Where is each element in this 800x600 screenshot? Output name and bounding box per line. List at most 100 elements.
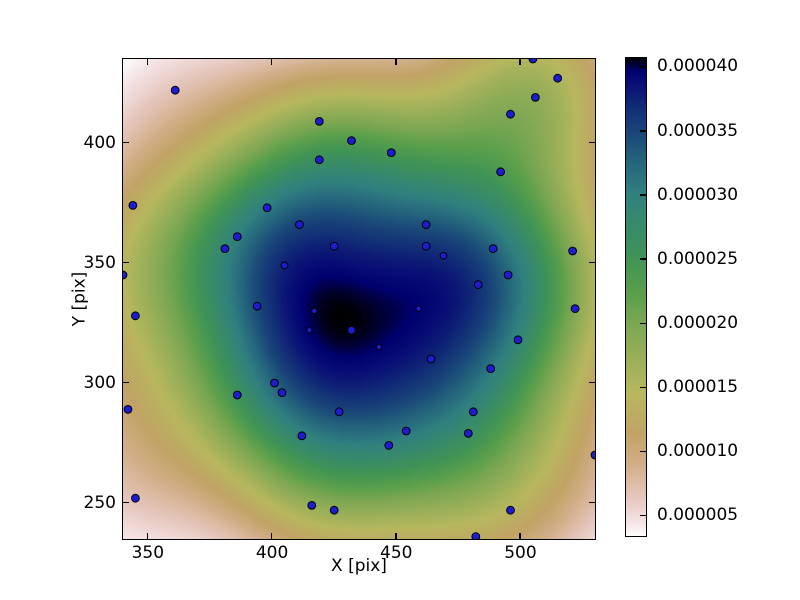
colorbar-tick-mark bbox=[640, 514, 646, 517]
colorbar-tick-label: 0.000020 bbox=[657, 312, 739, 333]
data-point bbox=[305, 326, 313, 333]
colorbar-tick-label: 0.000005 bbox=[657, 504, 739, 525]
data-point bbox=[329, 241, 339, 251]
colorbar-tick-label: 0.000030 bbox=[657, 184, 739, 205]
data-point bbox=[294, 219, 304, 229]
x-tick-label: 400 bbox=[255, 543, 289, 563]
y-tick-mark bbox=[122, 261, 129, 264]
data-point bbox=[334, 406, 344, 416]
data-point bbox=[375, 343, 382, 350]
y-tick-label: 250 bbox=[83, 492, 116, 513]
data-point bbox=[310, 307, 318, 314]
data-point bbox=[473, 279, 483, 289]
data-point bbox=[346, 325, 356, 335]
data-point bbox=[269, 378, 279, 387]
colorbar-tick-label: 0.000040 bbox=[657, 56, 739, 77]
y-tick-mark-right bbox=[588, 141, 595, 144]
data-point bbox=[130, 310, 140, 320]
data-point bbox=[383, 440, 393, 450]
data-point bbox=[414, 304, 422, 312]
data-point bbox=[485, 363, 495, 373]
y-tick-mark-right bbox=[588, 261, 595, 264]
data-point bbox=[252, 301, 262, 311]
y-tick-mark-right bbox=[588, 501, 595, 504]
data-point bbox=[122, 270, 127, 279]
data-point bbox=[386, 147, 396, 157]
colorbar-gradient bbox=[625, 57, 646, 536]
x-tick-mark bbox=[146, 532, 149, 539]
x-tick-mark-top bbox=[270, 58, 273, 65]
data-point bbox=[528, 58, 537, 63]
data-point bbox=[123, 404, 132, 414]
data-point bbox=[470, 531, 480, 539]
data-point bbox=[505, 109, 515, 119]
data-point bbox=[421, 241, 431, 251]
y-tick-mark bbox=[122, 141, 129, 144]
x-tick-mark bbox=[270, 532, 273, 539]
data-point bbox=[170, 85, 180, 95]
x-tick-mark-top bbox=[395, 58, 397, 65]
data-point bbox=[127, 200, 137, 210]
x-tick-mark bbox=[519, 532, 521, 539]
x-tick-mark-top bbox=[146, 58, 149, 65]
data-point bbox=[401, 426, 411, 435]
data-point bbox=[439, 251, 447, 260]
scatter-layer bbox=[122, 58, 595, 539]
data-point bbox=[488, 243, 498, 253]
data-point bbox=[346, 135, 356, 145]
data-point bbox=[280, 261, 288, 269]
colorbar bbox=[624, 56, 647, 537]
data-point bbox=[463, 428, 473, 438]
colorbar-tick-mark bbox=[640, 66, 646, 68]
data-point bbox=[530, 92, 540, 102]
y-tick-mark bbox=[122, 381, 129, 384]
data-point bbox=[306, 500, 316, 510]
data-point bbox=[130, 493, 140, 503]
data-point bbox=[232, 231, 242, 241]
plot-area bbox=[121, 57, 596, 540]
data-point bbox=[426, 354, 435, 363]
data-point bbox=[552, 73, 562, 83]
x-tick-mark-top bbox=[519, 58, 521, 65]
data-point bbox=[277, 387, 286, 397]
data-point bbox=[314, 116, 324, 126]
colorbar-tick-mark bbox=[640, 130, 646, 132]
colorbar-tick-label: 0.000025 bbox=[657, 248, 739, 269]
x-axis-label: X [pix] bbox=[331, 556, 387, 576]
data-point bbox=[314, 154, 324, 164]
y-tick-label: 350 bbox=[83, 252, 116, 273]
colorbar-tick-mark bbox=[640, 450, 646, 453]
x-tick-label: 350 bbox=[131, 543, 165, 563]
data-point bbox=[297, 430, 306, 440]
data-point bbox=[513, 334, 522, 344]
colorbar-tick-mark bbox=[640, 322, 646, 325]
data-point bbox=[505, 505, 515, 515]
density-heatmap-canvas bbox=[122, 58, 595, 539]
data-point bbox=[421, 219, 431, 229]
y-tick-label: 300 bbox=[83, 372, 116, 393]
colorbar-tick-label: 0.000015 bbox=[657, 376, 739, 397]
data-point bbox=[232, 390, 242, 399]
data-point bbox=[495, 166, 505, 176]
data-point bbox=[220, 243, 229, 253]
colorbar-tick-label: 0.000035 bbox=[657, 120, 739, 141]
y-tick-mark-right bbox=[588, 381, 595, 384]
data-point bbox=[262, 202, 272, 212]
data-point bbox=[503, 270, 513, 279]
x-tick-mark bbox=[395, 532, 397, 539]
data-point bbox=[567, 246, 577, 255]
x-tick-label: 500 bbox=[504, 543, 537, 563]
data-point bbox=[468, 406, 478, 416]
y-axis-label: Y [pix] bbox=[69, 271, 90, 327]
data-point bbox=[590, 450, 595, 459]
colorbar-tick-label: 0.000010 bbox=[657, 440, 739, 461]
x-tick-label: 450 bbox=[380, 543, 413, 563]
y-tick-label: 400 bbox=[83, 132, 116, 153]
colorbar-tick-mark bbox=[640, 386, 646, 389]
data-point bbox=[329, 505, 339, 515]
colorbar-tick-mark bbox=[640, 194, 646, 196]
colorbar-tick-mark bbox=[640, 258, 646, 260]
data-point bbox=[570, 303, 580, 313]
y-tick-mark bbox=[122, 501, 129, 504]
